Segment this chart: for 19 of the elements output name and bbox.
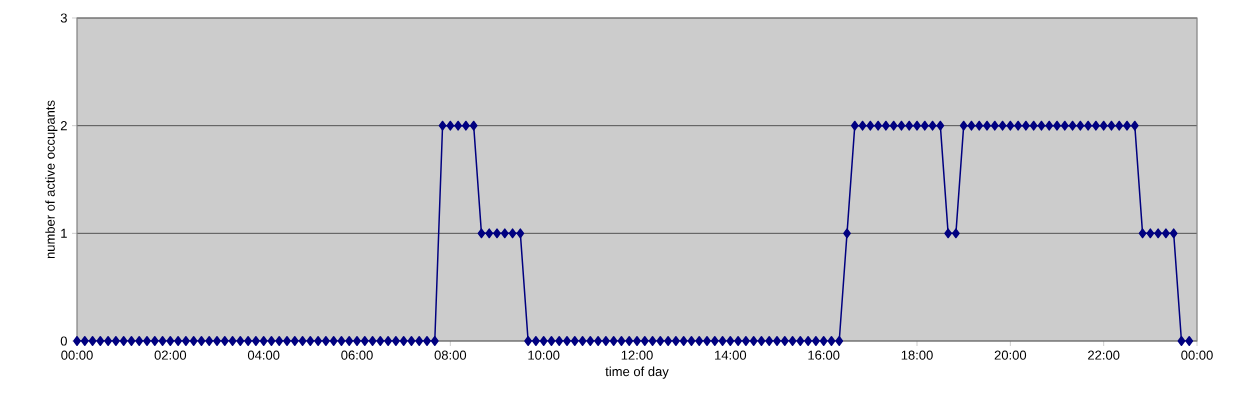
x-tick-label: 04:00 (247, 350, 280, 360)
x-tick-label: 22:00 (1088, 350, 1120, 360)
y-axis-title: number of active occupants (45, 100, 58, 259)
y-tick-label: 0 (60, 336, 67, 346)
x-tick-label: 20:00 (994, 350, 1027, 360)
y-tick-label: 3 (60, 13, 67, 23)
x-tick-label: 00:00 (61, 350, 93, 360)
x-tick-label: 08:00 (434, 350, 467, 360)
x-axis-title: time of day (605, 366, 669, 379)
x-tick-label: 06:00 (341, 350, 373, 360)
x-tick-label: 00:00 (1181, 350, 1213, 360)
x-tick-label: 18:00 (901, 350, 933, 360)
x-tick-label: 10:00 (528, 350, 560, 360)
x-tick-label: 02:00 (154, 350, 187, 360)
x-tick-label: 12:00 (621, 350, 653, 360)
x-tick-label: 14:00 (715, 350, 747, 360)
y-tick-label: 1 (61, 228, 67, 238)
y-tick-label: 2 (60, 121, 67, 131)
x-tick-label: 16:00 (808, 350, 840, 360)
